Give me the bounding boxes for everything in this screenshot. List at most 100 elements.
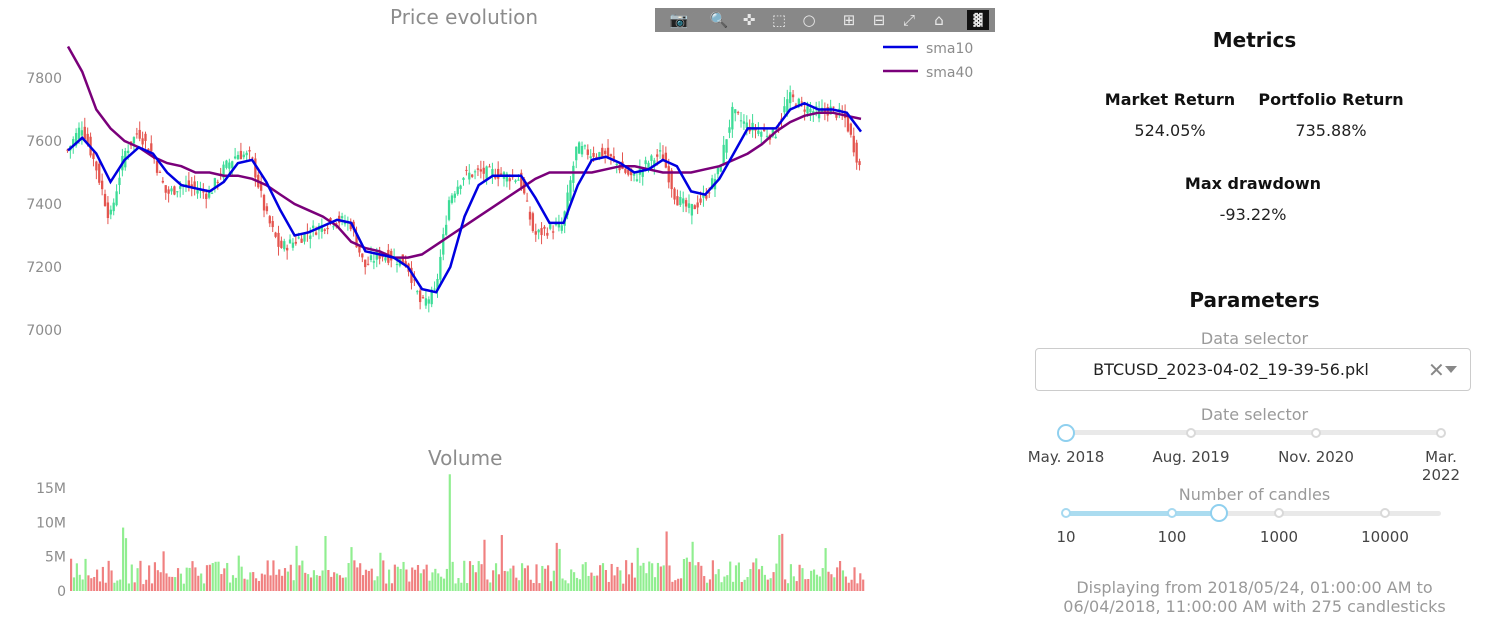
chevron-down-icon[interactable] bbox=[1445, 366, 1457, 373]
lasso-icon[interactable]: ○ bbox=[802, 11, 816, 29]
volume-bar bbox=[772, 572, 775, 591]
candle bbox=[491, 162, 494, 184]
volume-bar bbox=[541, 565, 544, 591]
date-mark[interactable]: Nov. 2020 bbox=[1278, 448, 1354, 466]
volume-bar bbox=[145, 579, 148, 591]
candle bbox=[702, 185, 705, 207]
candle bbox=[803, 102, 806, 121]
candle bbox=[632, 173, 636, 182]
volume-bar bbox=[402, 561, 405, 591]
clear-icon[interactable]: ✕ bbox=[1428, 358, 1445, 382]
volume-bar bbox=[578, 579, 581, 591]
volume-bar bbox=[289, 564, 292, 591]
volume-bar bbox=[283, 568, 287, 591]
camera-icon[interactable]: 📷 bbox=[669, 11, 689, 29]
candles-slider-dot[interactable] bbox=[1274, 508, 1284, 518]
candle bbox=[245, 150, 248, 162]
volume-bar bbox=[240, 566, 243, 591]
candles-slider-dot[interactable] bbox=[1167, 508, 1177, 518]
volume-bar bbox=[685, 557, 688, 591]
volume-bar bbox=[217, 561, 220, 591]
candle bbox=[537, 228, 540, 240]
candles-mark[interactable]: 10 bbox=[1056, 528, 1076, 546]
candles-mark[interactable]: 1000 bbox=[1259, 528, 1299, 546]
volume-bar bbox=[440, 576, 443, 591]
volume-bar bbox=[607, 581, 610, 591]
volume-bar bbox=[72, 577, 76, 591]
candles-slider-dot[interactable] bbox=[1380, 508, 1390, 518]
candles-slider-dot[interactable] bbox=[1061, 508, 1071, 518]
candle bbox=[106, 196, 110, 225]
candle bbox=[262, 193, 266, 218]
volume-bar bbox=[844, 576, 847, 591]
volume-bar bbox=[119, 579, 122, 591]
zoom-icon[interactable]: 🔍 bbox=[709, 11, 729, 29]
autoscale-icon[interactable]: ⤢ bbox=[902, 11, 915, 29]
volume-bar bbox=[269, 575, 272, 591]
date-slider-track[interactable] bbox=[1063, 430, 1441, 435]
date-mark[interactable]: May. 2018 bbox=[1027, 448, 1105, 466]
candle bbox=[112, 198, 115, 216]
candle bbox=[682, 191, 685, 213]
volume-bar bbox=[191, 561, 194, 591]
plotly-logo-icon[interactable]: ▓ bbox=[967, 10, 989, 30]
volume-bar bbox=[231, 575, 235, 591]
date-slider-dot[interactable] bbox=[1436, 428, 1446, 438]
candles-mark[interactable]: 100 bbox=[1157, 528, 1187, 546]
volume-bar bbox=[96, 569, 99, 591]
legend[interactable]: sma10 sma40 bbox=[883, 41, 973, 81]
pan-icon[interactable]: ✜ bbox=[742, 11, 756, 29]
volume-bar bbox=[616, 566, 619, 591]
candle bbox=[783, 97, 786, 115]
candle bbox=[317, 222, 321, 240]
candles-mark[interactable]: 10000 bbox=[1361, 528, 1409, 546]
volume-bar bbox=[679, 578, 683, 591]
volume-bar bbox=[333, 572, 336, 591]
candle bbox=[280, 236, 283, 249]
candles-slider-track[interactable] bbox=[1063, 511, 1441, 516]
max-drawdown-label: Max drawdown bbox=[1184, 174, 1322, 193]
volume-bar bbox=[107, 560, 110, 591]
candle bbox=[462, 177, 465, 186]
volume-y-tick: 0 bbox=[57, 584, 66, 600]
volume-bar bbox=[740, 581, 743, 591]
zoom-out-icon[interactable]: ⊟ bbox=[872, 11, 886, 29]
candle bbox=[80, 121, 84, 145]
volume-bar bbox=[150, 583, 154, 591]
candle bbox=[601, 143, 604, 159]
portfolio-return-label: Portfolio Return bbox=[1258, 90, 1404, 109]
date-slider-handle[interactable] bbox=[1057, 424, 1075, 442]
volume-bar bbox=[494, 563, 498, 591]
date-mark[interactable]: Mar. 2022 bbox=[1421, 448, 1461, 484]
candle bbox=[332, 224, 335, 230]
candles-slider-handle[interactable] bbox=[1210, 504, 1228, 522]
legend-sma40-label: sma40 bbox=[926, 65, 973, 81]
status-line-2: 06/04/2018, 11:00:00 AM with 275 candles… bbox=[1063, 597, 1446, 616]
volume-bar bbox=[356, 567, 359, 591]
data-selector-dropdown[interactable]: BTCUSD_2023-04-02_19-39-56.pkl ✕ bbox=[1035, 348, 1471, 391]
volume-bar bbox=[272, 560, 275, 591]
candle bbox=[98, 159, 101, 186]
box-select-icon[interactable]: ⬚ bbox=[771, 11, 787, 29]
volume-bar bbox=[833, 577, 836, 591]
candle bbox=[450, 193, 454, 205]
candle bbox=[184, 175, 188, 193]
date-mark[interactable]: Aug. 2019 bbox=[1152, 448, 1230, 466]
volume-bar bbox=[364, 569, 368, 591]
volume-bar bbox=[110, 570, 113, 591]
volume-bar bbox=[179, 573, 183, 591]
reset-axes-icon[interactable]: ⌂ bbox=[934, 11, 944, 29]
volume-bar bbox=[656, 562, 660, 591]
volume-bar bbox=[755, 558, 758, 591]
volume-bar bbox=[760, 565, 764, 591]
volume-bar bbox=[133, 582, 136, 591]
candle bbox=[676, 189, 679, 206]
volume-bar bbox=[512, 565, 515, 591]
candle bbox=[364, 259, 367, 275]
volume-bar bbox=[321, 570, 324, 591]
date-slider-dot[interactable] bbox=[1186, 428, 1196, 438]
zoom-in-icon[interactable]: ⊞ bbox=[842, 11, 856, 29]
candle bbox=[274, 231, 277, 239]
date-slider-dot[interactable] bbox=[1311, 428, 1321, 438]
volume-bar bbox=[148, 565, 151, 591]
